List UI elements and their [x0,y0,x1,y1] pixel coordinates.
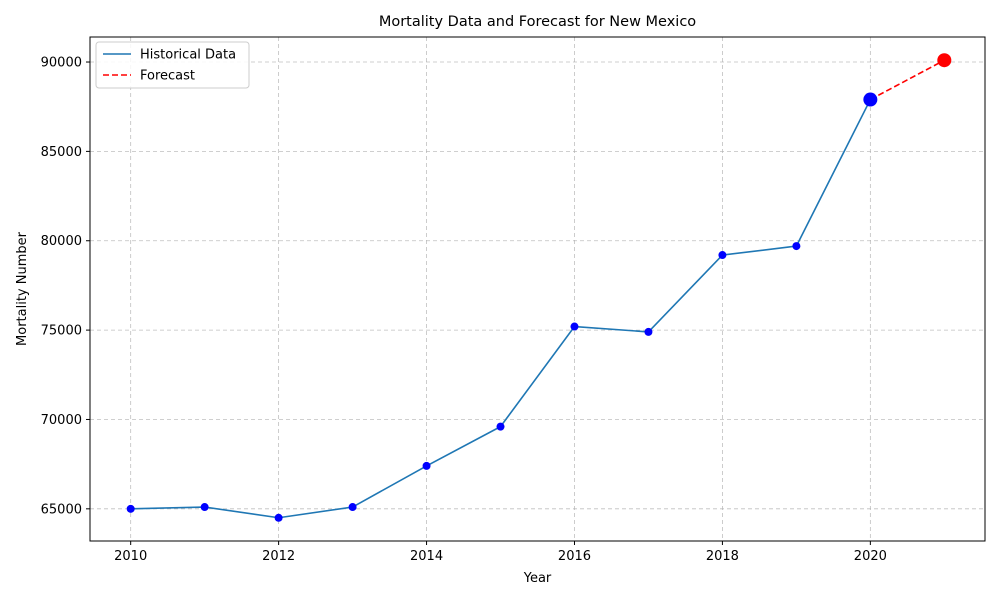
data-point [718,251,727,260]
data-point [570,322,579,331]
series-line-forecast [869,59,945,101]
marker-layer [126,53,952,522]
legend-label: Historical Data [140,48,236,63]
chart-title: Mortality Data and Forecast for New Mexi… [379,14,696,30]
data-point [496,422,505,431]
x-tick-label: 2012 [262,549,295,564]
x-tick-label: 2014 [410,549,443,564]
x-tick-label: 2016 [558,549,591,564]
y-tick-label: 65000 [41,502,82,517]
plot-frame [89,36,986,542]
data-point [792,242,801,251]
data-point [348,503,357,512]
data-point [644,327,653,336]
y-tick-label: 90000 [41,56,82,71]
highlight-point [863,92,878,107]
y-axis-label: Mortality Number [15,231,30,346]
legend-box [95,41,250,89]
legend: Historical Data Forecast [95,41,250,89]
data-point [200,503,209,512]
x-tick-label: 2010 [114,549,147,564]
x-axis-label: Year [523,571,552,586]
x-tick-label: 2018 [706,549,739,564]
highlight-point [937,53,952,68]
legend-label: Forecast [140,69,195,84]
data-point [422,461,431,470]
axes: 2010 2012 2014 2016 2018 2020 65000 70000 75000 8… [41,56,887,564]
y-tick-label: 85000 [41,145,82,160]
data-point [274,513,283,522]
y-tick-label: 75000 [41,324,82,339]
y-tick-label: 80000 [41,234,82,249]
grid [90,37,985,541]
data-point [126,504,135,513]
y-tick-label: 70000 [41,413,82,428]
x-tick-label: 2020 [854,549,887,564]
